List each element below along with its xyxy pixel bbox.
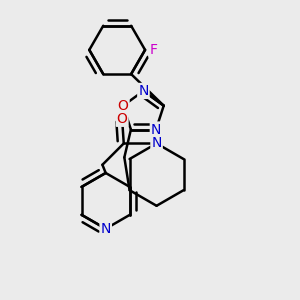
Text: N: N	[138, 84, 148, 98]
Text: N: N	[152, 136, 162, 150]
Text: N: N	[151, 122, 161, 136]
Text: N: N	[100, 222, 111, 236]
Text: F: F	[149, 43, 157, 57]
Text: O: O	[118, 99, 129, 113]
Text: O: O	[117, 112, 128, 126]
